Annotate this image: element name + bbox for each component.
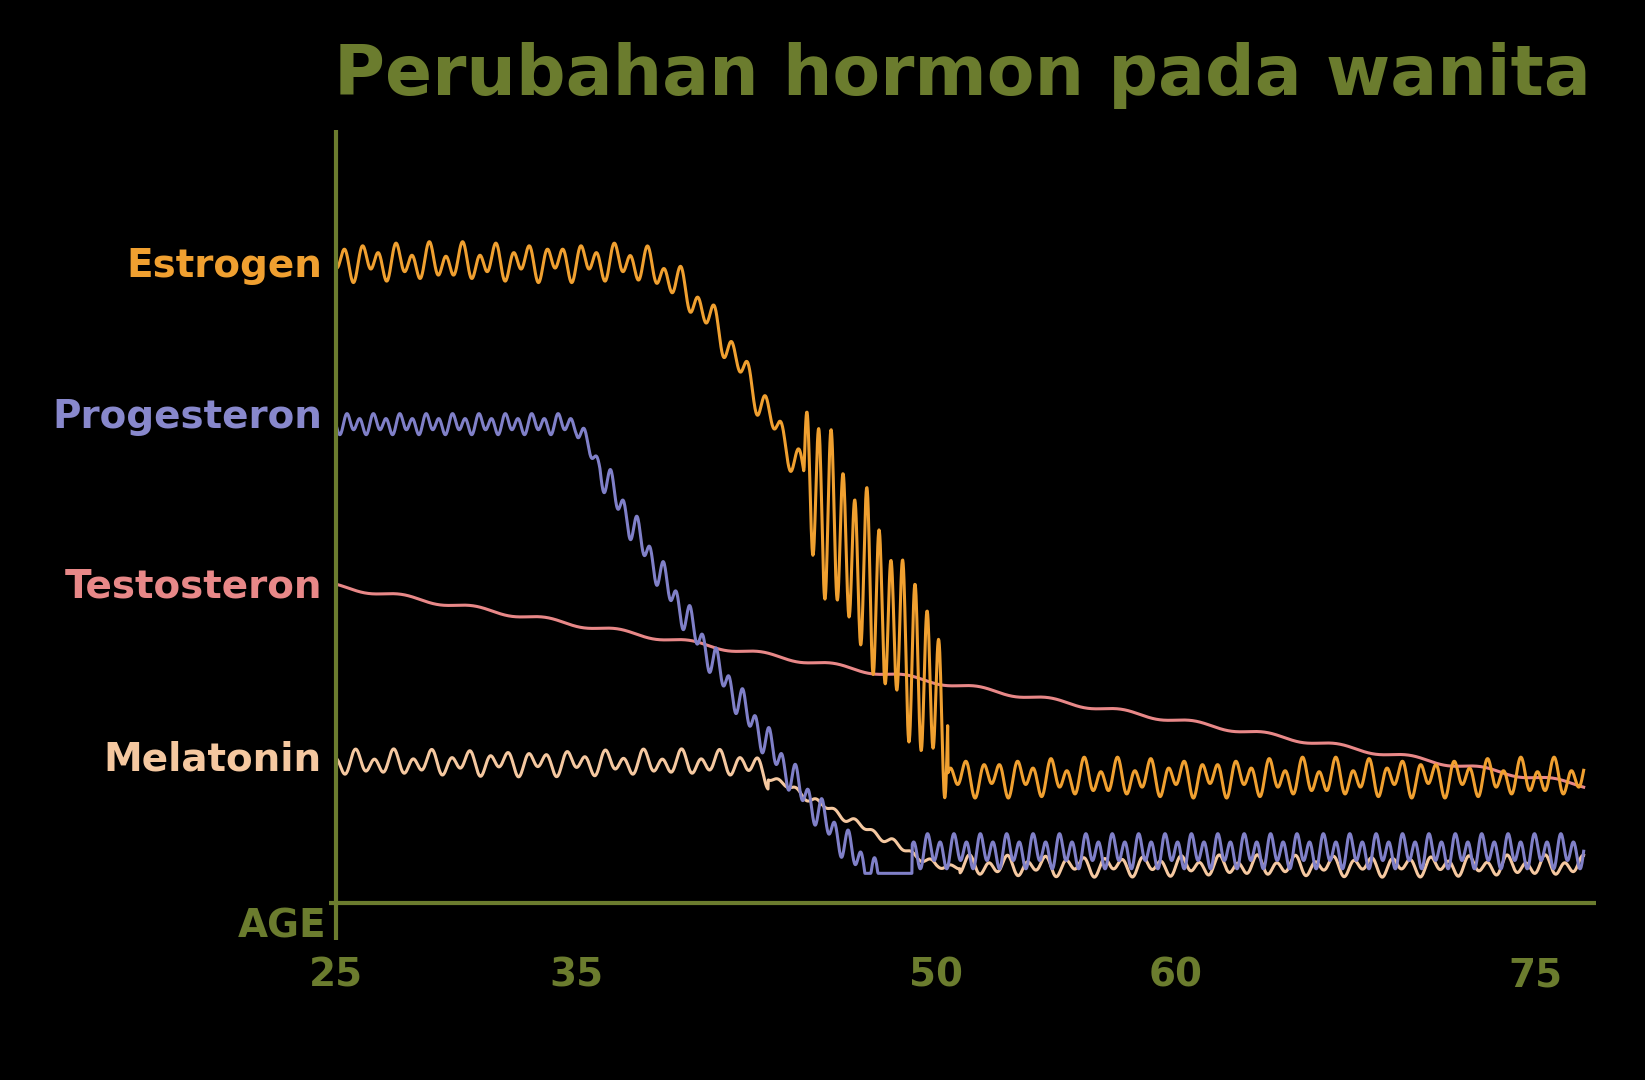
Text: Progesteron: Progesteron <box>53 397 322 436</box>
Text: AGE: AGE <box>239 907 327 945</box>
Text: Estrogen: Estrogen <box>127 247 322 285</box>
Text: Melatonin: Melatonin <box>104 740 322 779</box>
Title: Perubahan hormon pada wanita: Perubahan hormon pada wanita <box>334 42 1591 109</box>
Text: Testosteron: Testosteron <box>64 567 322 605</box>
